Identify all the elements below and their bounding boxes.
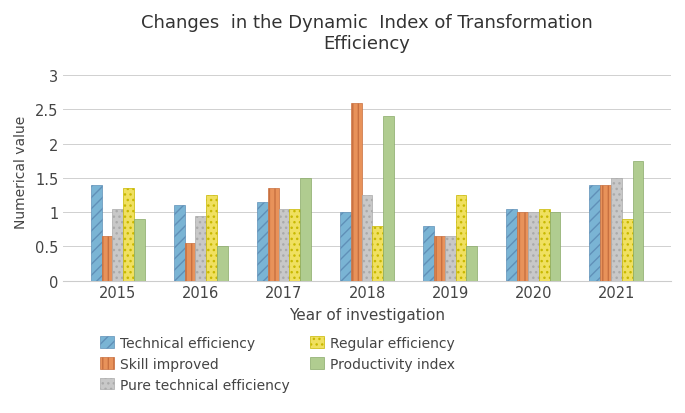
Bar [123, 189, 134, 281]
Bar [600, 185, 611, 281]
Bar [373, 226, 384, 281]
Bar [112, 209, 123, 281]
Bar [185, 243, 195, 281]
Bar [257, 202, 268, 281]
Bar [466, 247, 477, 281]
Bar [538, 209, 549, 281]
Bar [289, 209, 300, 281]
Bar [351, 103, 362, 281]
X-axis label: Year of investigation: Year of investigation [289, 308, 445, 323]
Bar [217, 247, 228, 281]
Bar [279, 209, 289, 281]
Bar [445, 237, 456, 281]
Legend: Technical efficiency, Skill improved, Pure technical efficiency, Regular efficie: Technical efficiency, Skill improved, Pu… [101, 336, 455, 392]
Bar [456, 195, 466, 281]
Bar [174, 206, 185, 281]
Bar [101, 237, 112, 281]
Bar [434, 237, 445, 281]
Bar [611, 178, 622, 281]
Y-axis label: Numerical value: Numerical value [14, 115, 28, 228]
Title: Changes  in the Dynamic  Index of Transformation
Efficiency: Changes in the Dynamic Index of Transfor… [141, 14, 593, 52]
Bar [90, 185, 101, 281]
Bar [268, 189, 279, 281]
Bar [517, 213, 528, 281]
Bar [340, 213, 351, 281]
Bar [384, 117, 394, 281]
Bar [423, 226, 434, 281]
Bar [134, 219, 145, 281]
Bar [590, 185, 600, 281]
Bar [506, 209, 517, 281]
Bar [528, 213, 538, 281]
Bar [549, 213, 560, 281]
Bar [633, 161, 643, 281]
Bar [362, 195, 373, 281]
Bar [206, 195, 217, 281]
Bar [300, 178, 311, 281]
Bar [622, 219, 633, 281]
Bar [195, 216, 206, 281]
